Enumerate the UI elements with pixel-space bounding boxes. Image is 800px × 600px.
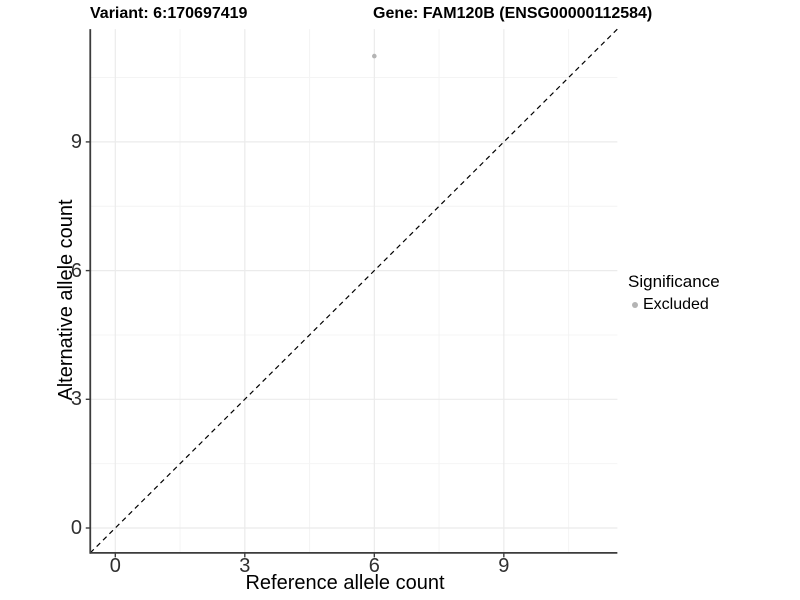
- legend: Significance Excluded: [628, 271, 720, 314]
- x-tick-label: 9: [498, 555, 510, 577]
- y-axis-label: Alternative allele count: [55, 199, 77, 401]
- legend-entry: Excluded: [628, 295, 720, 314]
- y-tick-label: 6: [70, 259, 82, 282]
- y-tick-label: 9: [70, 130, 82, 153]
- identity-line: [89, 28, 618, 554]
- y-tick-label: 3: [70, 388, 82, 411]
- x-axis-label: Reference allele count: [245, 572, 445, 594]
- data-point: [372, 53, 377, 59]
- variant-title: Variant: 6:170697419: [90, 5, 248, 22]
- x-tick-label: 6: [368, 555, 380, 577]
- legend-entry-label: Excluded: [643, 296, 709, 313]
- x-tick-label: 0: [109, 555, 121, 577]
- legend-point-icon: [632, 301, 638, 308]
- legend-entries: Excluded: [628, 295, 720, 314]
- legend-title: Significance: [628, 272, 720, 291]
- x-tick-label: 3: [239, 555, 251, 577]
- gene-title: Gene: FAM120B (ENSG00000112584): [373, 5, 653, 22]
- y-tick-label: 0: [70, 517, 82, 539]
